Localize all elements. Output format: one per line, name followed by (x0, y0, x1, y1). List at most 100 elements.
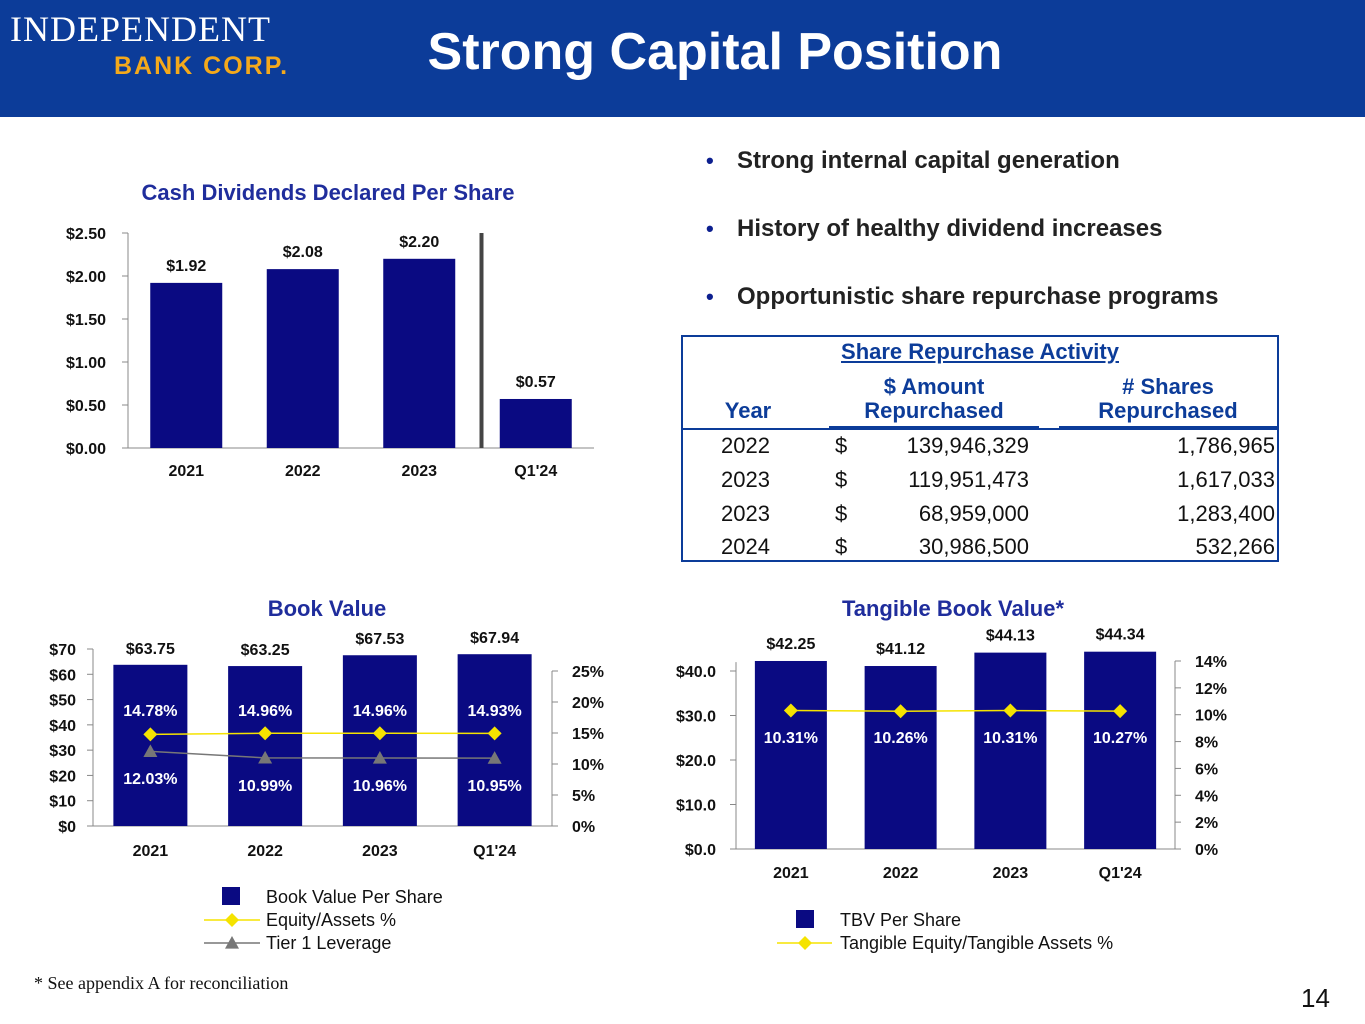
y-tick-label: $1.00 (66, 355, 106, 372)
cell-amount: 30,986,500 (918, 534, 1029, 559)
legend-marker (225, 913, 239, 927)
x-tick-label: 2022 (883, 865, 919, 882)
x-tick-label: 2021 (133, 843, 169, 860)
data-label: 10.31% (764, 730, 818, 747)
legend-label: Book Value Per Share (266, 887, 443, 907)
data-label: $63.25 (241, 642, 290, 659)
cell-currency: $ (835, 501, 848, 526)
cell-currency: $ (835, 534, 848, 559)
bar (754, 660, 827, 849)
bar (342, 655, 417, 826)
diamond-marker (143, 727, 158, 742)
x-tick-label: Q1'24 (514, 463, 557, 480)
cell-currency: $ (835, 433, 848, 458)
y2-tick-label: 4% (1195, 788, 1218, 805)
logo-text-line2: BANK CORP. (114, 52, 290, 80)
data-label: 10.99% (238, 778, 292, 795)
data-label: 10.95% (467, 778, 521, 795)
cell-amount: 139,946,329 (906, 433, 1029, 458)
data-label: 10.27% (1093, 730, 1147, 747)
bar (228, 666, 303, 826)
amount-header-underline (829, 426, 1039, 428)
y2-tick-label: 25% (572, 664, 604, 681)
bar (864, 666, 937, 849)
y2-tick-label: 2% (1195, 815, 1218, 832)
y-tick-label: $0 (58, 819, 76, 836)
bullet-text: History of healthy dividend increases (737, 215, 1163, 242)
legend-label: Tangible Equity/Tangible Assets % (840, 933, 1113, 953)
x-tick-label: 2023 (993, 865, 1029, 882)
triangle-marker (258, 750, 273, 764)
header-shares-line1: # Shares (1122, 374, 1214, 399)
data-label: 14.96% (238, 703, 292, 720)
cell-amount: 119,951,473 (908, 467, 1029, 492)
y-tick-label: $20 (49, 768, 76, 785)
legend-marker (798, 936, 812, 950)
y2-tick-label: 5% (572, 788, 595, 805)
y-tick-label: $10 (49, 794, 76, 811)
diamond-marker (893, 704, 908, 719)
header-year: Year (724, 398, 772, 423)
y-tick-label: $60 (49, 667, 76, 684)
x-tick-label: 2022 (247, 843, 283, 860)
x-tick-label: 2021 (773, 865, 809, 882)
bullet-text: Opportunistic share repurchase programs (737, 283, 1219, 310)
x-tick-label: Q1'24 (1099, 865, 1142, 882)
bullet-dot-icon: • (706, 284, 714, 309)
header-shares-line2: Repurchased (1098, 398, 1238, 423)
cell-shares: 1,283,400 (1177, 501, 1275, 526)
data-label: 14.93% (467, 703, 521, 720)
y-tick-label: $20.0 (676, 753, 716, 770)
y-tick-label: $0.50 (66, 398, 106, 415)
x-tick-label: 2022 (285, 463, 321, 480)
bar (499, 398, 572, 448)
series-line-tier1 (150, 750, 495, 759)
legend-label: Equity/Assets % (266, 910, 396, 930)
bullet-text: Strong internal capital generation (737, 147, 1120, 174)
y-tick-label: $40.0 (676, 664, 716, 681)
x-tick-label: 2023 (362, 843, 398, 860)
bar (113, 664, 188, 826)
diamond-marker (1113, 704, 1128, 719)
cell-year: 2023 (721, 501, 770, 526)
table-title: Share Repurchase Activity (841, 339, 1119, 364)
diamond-marker (783, 703, 798, 718)
y2-tick-label: 6% (1195, 761, 1218, 778)
data-label: $0.57 (516, 374, 556, 391)
cell-year: 2023 (721, 467, 770, 492)
page-number: 14 (1301, 983, 1330, 1013)
data-label: $41.12 (876, 641, 925, 658)
bullet-item: • History of healthy dividend increases (706, 208, 1346, 276)
chart-title: Book Value (268, 596, 387, 621)
y2-tick-label: 14% (1195, 654, 1227, 671)
y-tick-label: $10.0 (676, 798, 716, 815)
y-tick-label: $1.50 (66, 312, 106, 329)
bar (150, 282, 223, 448)
chart-title: Tangible Book Value* (842, 596, 1065, 621)
y2-tick-label: 0% (1195, 842, 1218, 859)
cell-year: 2022 (721, 433, 770, 458)
cell-amount: 68,959,000 (918, 501, 1029, 526)
diamond-marker (258, 726, 273, 741)
bar (266, 269, 339, 448)
y-tick-label: $0.00 (66, 441, 106, 458)
y2-tick-label: 20% (572, 695, 604, 712)
cell-shares: 532,266 (1195, 534, 1275, 559)
footnote: * See appendix A for reconciliation (34, 973, 289, 993)
data-label: $1.92 (166, 258, 206, 275)
y-tick-label: $2.50 (66, 226, 106, 243)
table-header-rule (683, 428, 1277, 430)
chart-title: Cash Dividends Declared Per Share (142, 180, 515, 205)
data-label: $67.53 (355, 631, 404, 648)
y-tick-label: $0.0 (685, 842, 716, 859)
data-label: 10.26% (873, 730, 927, 747)
triangle-marker (372, 751, 387, 764)
data-label: 10.31% (983, 730, 1037, 747)
y2-tick-label: 12% (1195, 681, 1227, 698)
data-label: $67.94 (470, 630, 519, 647)
data-label: $44.34 (1096, 627, 1145, 644)
company-logo: INDEPENDENT BANK CORP. (10, 8, 310, 88)
x-tick-label: Q1'24 (473, 843, 516, 860)
y2-tick-label: 15% (572, 726, 604, 743)
shares-header-underline (1059, 426, 1277, 428)
